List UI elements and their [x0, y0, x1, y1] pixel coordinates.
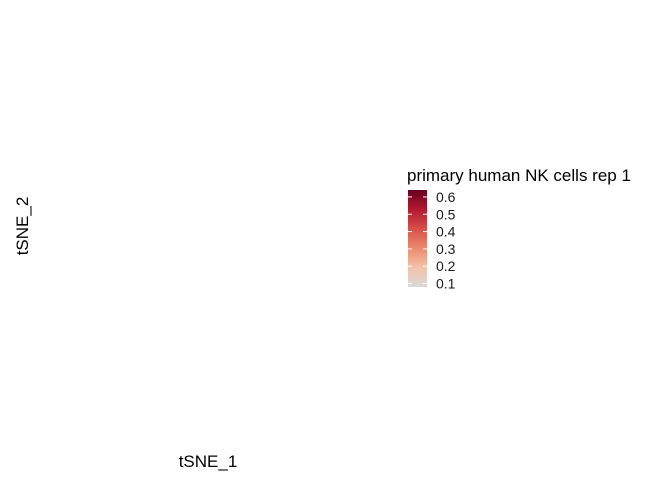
- legend: primary human NK cells rep 1 0.10.20.30.…: [407, 166, 631, 292]
- legend-title: primary human NK cells rep 1: [407, 166, 631, 185]
- legend-ticks: 0.1 0.20.30.4 0.50.6: [408, 189, 456, 292]
- legend-tick-label: 0.3: [436, 241, 456, 257]
- y-axis-label: tSNE_2: [13, 197, 32, 256]
- x-axis-label: tSNE_1: [179, 452, 238, 471]
- legend-tick-label: 0.6: [436, 189, 456, 205]
- legend-tick-label: 0.4: [436, 224, 456, 240]
- legend-colorbar: [408, 190, 427, 287]
- legend-tick-label: 0.2: [436, 258, 456, 274]
- legend-tick-label: 0.5: [436, 206, 456, 222]
- legend-tick-label: 0.1: [436, 276, 456, 292]
